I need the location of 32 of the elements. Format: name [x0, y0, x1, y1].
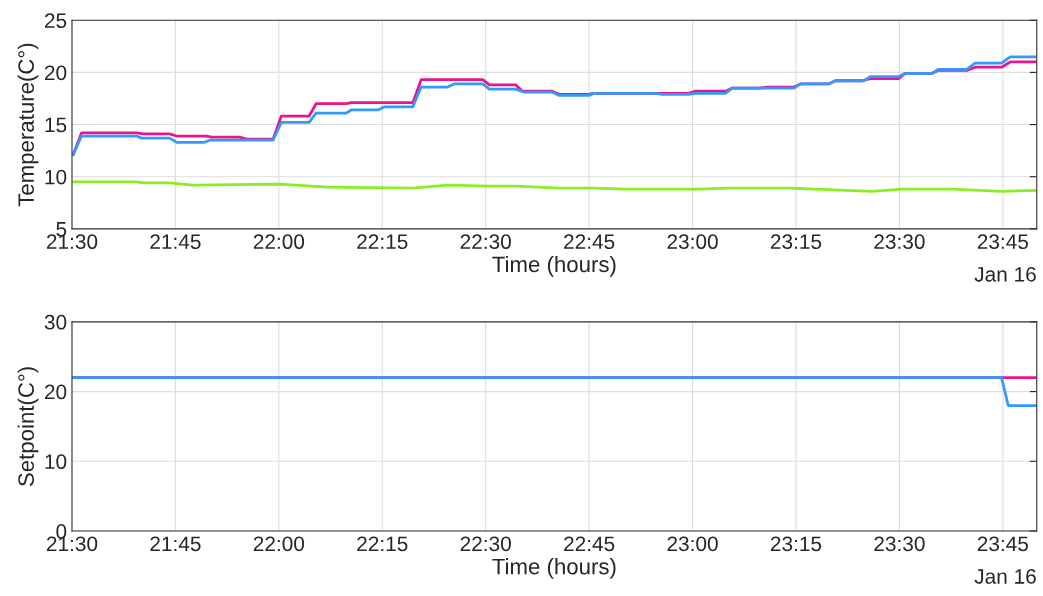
x-tick-label: 22:30: [460, 234, 511, 250]
text: Jan 16: [974, 266, 1036, 282]
y-tick-label: 20: [44, 65, 67, 81]
x-tick-label: 22:15: [357, 536, 408, 552]
x-tick-label: 21:45: [150, 536, 201, 552]
x-tick-label: 23:15: [770, 536, 822, 552]
x-tick-label: 22:45: [564, 536, 615, 552]
y-axis-title: Setpoint(C°): [17, 367, 39, 487]
y-tick-label: 25: [44, 13, 67, 29]
x-tick-label: 22:00: [253, 234, 305, 250]
y-tick-label: 10: [45, 169, 67, 185]
x-tick-label: 23:15: [770, 234, 822, 250]
x-tick-label: 23:30: [874, 536, 925, 552]
y-tick-label: 15: [45, 117, 67, 133]
x-tick-label: 22:30: [460, 536, 511, 552]
y-tick-label: 10: [45, 454, 67, 470]
x-tick-label: 21:45: [150, 234, 201, 250]
x-tick-label: 23:00: [667, 536, 718, 552]
y-tick-label: 30: [44, 314, 67, 330]
x-tick-label: 23:00: [667, 234, 718, 250]
x-axis-title: Time (hours): [492, 255, 616, 277]
x-axis-title: Time (hours): [492, 558, 616, 579]
x-tick-label: 22:15: [357, 234, 408, 250]
x-tick-label: 23:45: [977, 536, 1029, 552]
text: Jan 16: [974, 569, 1036, 584]
x-tick-label: 22:45: [564, 234, 615, 250]
y-axis-title: Temperature(C°): [17, 43, 39, 207]
x-tick-label: 23:30: [874, 234, 925, 250]
y-tick-label: 20: [44, 384, 67, 400]
x-tick-label: 22:00: [253, 536, 305, 552]
line-series: [71, 180, 1037, 193]
x-tick-label: 23:45: [977, 234, 1029, 250]
